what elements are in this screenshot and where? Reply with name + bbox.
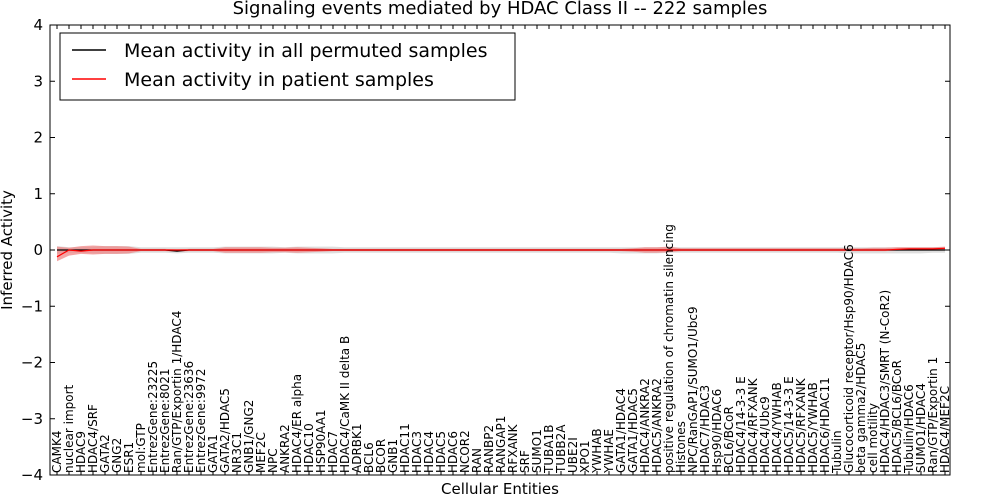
y-tick-label: 3 [33,72,43,90]
line-layer [56,247,946,258]
category-label: HDAC4 [422,431,436,473]
category-label: beta gamma2/HDAC5 [854,343,868,473]
category-label: EntrezGene:23636 [182,361,196,473]
category-label: GATA2 [98,434,112,473]
category-label: HDAC4/RFXANK [746,377,760,473]
category-label: HDAC7 [326,431,340,473]
category-label: MEF2C [254,432,268,473]
category-label: UBE2I [566,437,580,473]
category-label: HDAC4/14-3-3 E [734,376,748,473]
category-label: EntrezGene:9972 [194,369,208,474]
category-label: TUBA1B [542,425,556,474]
category-label: BCL6/BCoR [722,406,736,473]
category-label: HDAC5 [434,431,448,473]
category-label: HDAC9 [74,431,88,473]
category-label: NPC/RanGAP1/SUMO1/Ubc9 [686,306,700,473]
category-label: HDAC11 [398,423,412,473]
category-label: HDAC4/Ubc9 [758,396,772,473]
y-tick-label: −2 [21,354,43,372]
chart-title: Signaling events mediated by HDAC Class … [233,0,768,19]
category-label: GATA2/HDAC5 [218,388,232,473]
category-label: CAMK4 [50,431,64,473]
category-label: Tubulin/HDAC6 [902,384,916,474]
category-label: EntrezGene:8021 [158,369,172,474]
category-label: NR3C1 [230,432,244,473]
category-label: HDAC4/HDAC3/SMRT (N-CoR2) [878,290,892,473]
category-label: GNB1/GNG2 [242,400,256,473]
y-tick-label: 0 [33,241,43,259]
category-label: Ran/GTP/Exportin 1 [926,357,940,473]
category-label: YWHAE [602,429,616,474]
category-label: HSP90AA1 [314,409,328,473]
category-label: HDAC4/ANKRA2 [638,378,652,473]
y-tick-label: −4 [21,466,43,484]
category-label: HDAC4/YWHAB [770,382,784,473]
y-tick-label: 2 [33,129,43,147]
category-label: Glucocorticoid receptor/Hsp90/HDAC6 [842,244,856,473]
y-axis-title: Inferred Activity [0,190,16,310]
category-label: HDAC7/HDAC3 [698,385,712,473]
category-label: GATA1/HDAC5 [626,388,640,473]
legend-label-permuted: Mean activity in all permuted samples [124,40,487,62]
legend-box [59,32,516,101]
category-label: BCL6 [362,442,376,473]
category-label: HDAC5/BCL6/BCoR [890,360,904,473]
category-label: Ran/GTP/Exportin 1/HDAC4 [170,311,184,473]
category-label: HDAC5/ANKRA2 [650,378,664,473]
category-label: Tubulin [830,430,844,474]
category-label: YWHAB [590,428,604,474]
legend-label-patient: Mean activity in patient samples [124,69,434,91]
category-label: Histones [674,421,688,473]
category-label: BCOR [374,439,388,473]
category-label: RANBP2 [482,425,496,473]
y-tick-label: −1 [21,297,43,315]
category-label: HDAC5/14-3-3 E [782,376,796,473]
category-label: RANGAP1 [494,416,508,473]
x-axis-title: Cellular Entities [441,480,559,498]
category-label: GNG2 [110,438,124,473]
y-tick-label: −3 [21,410,43,428]
category-label: HDAC4/CaMK II delta B [338,336,352,473]
category-label: Hsp90/HDAC6 [710,389,724,473]
category-label: XPO1 [578,440,592,473]
x-axis [56,25,946,475]
category-label: GATA1 [206,434,220,473]
category-label: ANKRA2 [278,424,292,473]
category-label: EntrezGene:23225 [146,361,160,473]
category-label: RAN [470,448,484,473]
category-label: HDAC4/SRF [86,404,100,473]
category-label: RFXANK [506,423,520,473]
y-tick-label: 1 [33,185,43,203]
category-label: HDAC3 [410,431,424,473]
category-label: NCOR2 [458,430,472,473]
category-label: SUMO1 [530,429,544,473]
patient-mean-line [56,247,946,258]
category-label: HDAC6 [446,431,460,473]
category-label: HDAC5/YWHAB [806,382,820,473]
band-layer [57,245,945,262]
category-label: SUMO1/HDAC4 [914,383,928,473]
category-label: GATA1/HDAC4 [614,388,628,473]
category-label: GNB1 [386,439,400,473]
category-label: ESR1 [122,442,136,473]
category-label: HDAC4/ER alpha [290,374,304,473]
category-label: TUBB2A [554,424,568,474]
category-label: NPC [266,448,280,473]
category-label: HDAC4/MEF2C [938,386,952,473]
category-label: nuclear import [62,384,76,473]
category-label: HDAC5/RFXANK [794,377,808,473]
category-label: SRF [518,450,532,473]
legend: Mean activity in all permuted samples Me… [59,32,516,101]
category-label: positive regulation of chromatin silenci… [662,224,676,473]
category-label: cell motility [866,403,880,473]
category-label: mol:GTP [134,423,148,473]
y-axis: 4 3 2 1 0 −1 −2 −3 −4 [21,16,950,484]
category-label: ADRBK1 [350,423,364,473]
category-label: HDAC6/HDAC11 [818,377,832,473]
category-label: HDAC10 [302,423,316,473]
y-tick-label: 4 [33,16,43,34]
